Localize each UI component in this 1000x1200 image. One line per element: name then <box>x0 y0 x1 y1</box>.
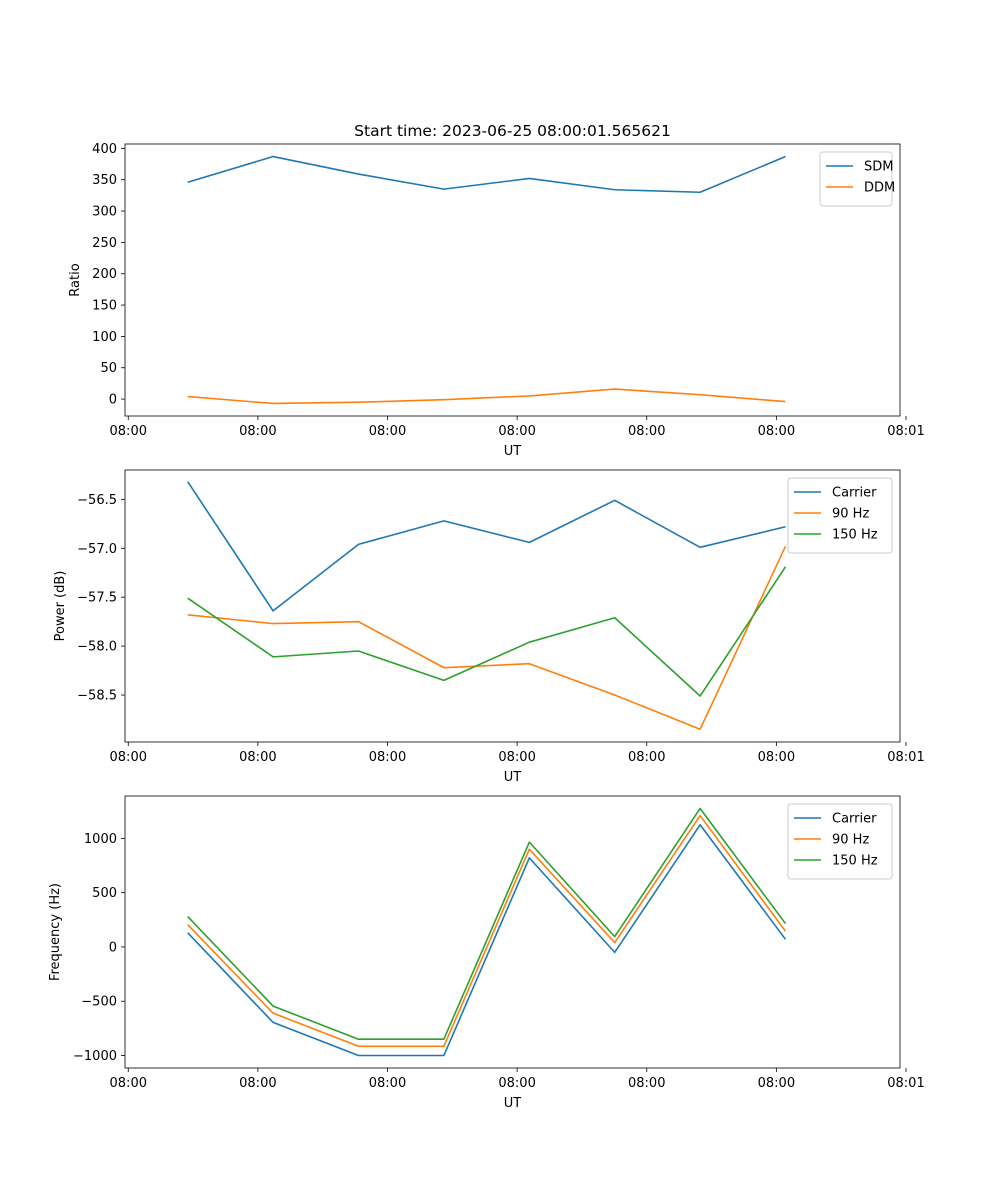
x-tick-label: 08:00 <box>239 424 276 439</box>
y-tick-label: 500 <box>92 886 117 901</box>
y-tick-label: −500 <box>81 995 117 1010</box>
legend-label: DDM <box>864 181 895 196</box>
y-tick-label: −1000 <box>73 1049 117 1064</box>
y-tick-label: −56.5 <box>77 493 117 508</box>
x-tick-label: 08:00 <box>758 750 795 765</box>
x-axis-label: UT <box>504 1096 522 1111</box>
series-line-carrier <box>187 481 786 612</box>
x-tick-label: 08:00 <box>110 750 147 765</box>
y-tick-label: −58.5 <box>77 689 117 704</box>
legend-label: 150 Hz <box>832 528 878 543</box>
legend-label: Carrier <box>832 812 877 827</box>
x-tick-label: 08:00 <box>369 750 406 765</box>
subplot-3: 08:00 08:00 08:00 08:00 08:00 08:00 08:01 1000 5… <box>48 795 925 1111</box>
y-tick-label: −58.0 <box>77 640 117 655</box>
legend-label: 150 Hz <box>832 854 878 869</box>
legend-label: 90 Hz <box>832 507 869 522</box>
y-tick-label: 250 <box>92 236 117 251</box>
y-tick-label: −57.5 <box>77 591 117 606</box>
y-tick-label: 150 <box>92 299 117 314</box>
y-tick-label: 100 <box>92 330 117 345</box>
figure-title: Start time: 2023-06-25 08:00:01.565621 <box>354 122 671 140</box>
y-tick-label: 300 <box>92 205 117 220</box>
series-line-90-hz <box>187 814 787 1048</box>
x-tick-label: 08:00 <box>369 1076 406 1091</box>
x-tick-label: 08:01 <box>887 424 924 439</box>
series-line-ddm <box>187 388 786 405</box>
x-tick-label: 08:00 <box>110 424 147 439</box>
y-axis-label: Power (dB) <box>53 571 68 642</box>
y-axis-label: Frequency (Hz) <box>48 883 63 981</box>
x-axis-label: UT <box>504 770 522 785</box>
x-tick-label: 08:01 <box>887 750 924 765</box>
y-tick-label: 1000 <box>84 832 117 847</box>
x-tick-label: 08:00 <box>758 1076 795 1091</box>
y-tick-label: 0 <box>109 393 117 408</box>
x-tick-label: 08:00 <box>239 1076 276 1091</box>
x-tick-label: 08:00 <box>239 750 276 765</box>
legend: Carrier 90 Hz 150 Hz <box>787 803 893 880</box>
legend-label: SDM <box>864 160 893 175</box>
x-tick-label: 08:00 <box>628 424 665 439</box>
x-tick-label: 08:00 <box>628 750 665 765</box>
series-line-150-hz <box>187 566 787 697</box>
y-axis-label: Ratio <box>68 263 83 296</box>
series-line-150-hz <box>187 807 787 1041</box>
y-tick-label: 50 <box>100 361 117 376</box>
series-line-90-hz <box>187 545 787 731</box>
x-tick-label: 08:00 <box>110 1076 147 1091</box>
y-tick-label: −57.0 <box>77 542 117 557</box>
x-tick-label: 08:01 <box>887 1076 924 1091</box>
y-tick-label: 200 <box>92 267 117 282</box>
y-tick-label: 0 <box>109 940 117 955</box>
series-line-sdm <box>187 155 786 194</box>
subplots: 08:00 08:00 08:00 08:00 08:00 08:00 08:01 0 50 10… <box>48 142 925 1111</box>
subplot-1: 08:00 08:00 08:00 08:00 08:00 08:00 08:01 0 50 10… <box>68 142 925 459</box>
x-tick-label: 08:00 <box>369 424 406 439</box>
x-tick-label: 08:00 <box>628 1076 665 1091</box>
axes-frame <box>124 143 901 417</box>
x-tick-label: 08:00 <box>758 424 795 439</box>
legend: Carrier 90 Hz 150 Hz <box>787 477 893 554</box>
legend-label: 90 Hz <box>832 833 869 848</box>
x-tick-label: 08:00 <box>498 750 535 765</box>
y-tick-label: 400 <box>92 142 117 157</box>
legend-label: Carrier <box>832 486 877 501</box>
axes-frame <box>124 795 901 1069</box>
x-axis-label: UT <box>504 444 522 459</box>
x-tick-label: 08:00 <box>498 424 535 439</box>
subplot-2: 08:00 08:00 08:00 08:00 08:00 08:00 08:01 −56.5… <box>53 469 925 785</box>
x-tick-label: 08:00 <box>498 1076 535 1091</box>
series-line-carrier <box>187 823 787 1057</box>
axes-frame <box>124 469 901 743</box>
y-tick-label: 350 <box>92 173 117 188</box>
legend: SDM DDM <box>819 151 895 207</box>
